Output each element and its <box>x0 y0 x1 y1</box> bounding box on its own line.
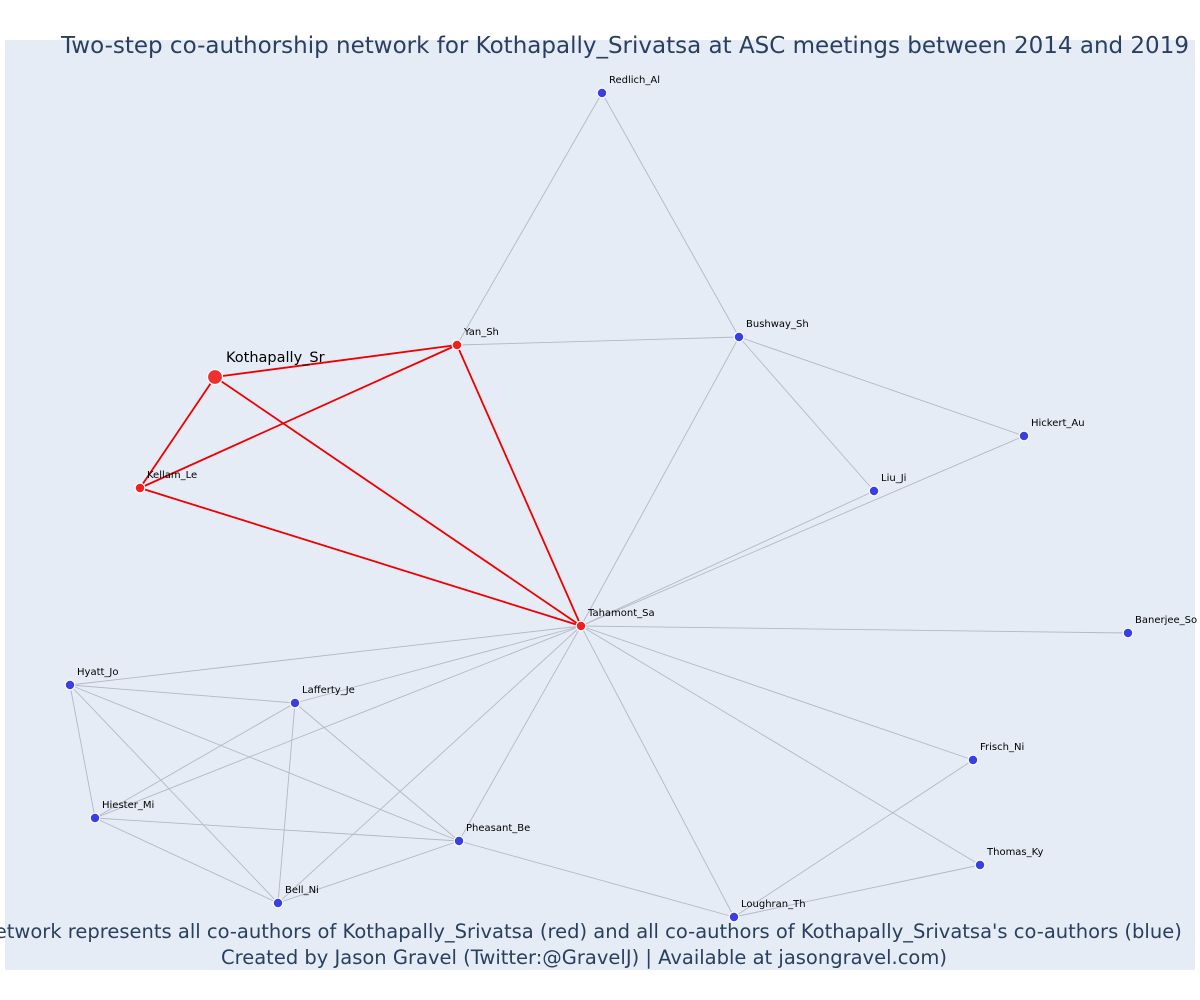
nodes-layer <box>64 87 1134 923</box>
node-Bushway_Sh[interactable] <box>733 331 745 343</box>
edge-Loughran_Th-Frisch_Ni <box>733 759 974 918</box>
node-label-Banerjee_So: Banerjee_So <box>1135 615 1197 626</box>
node-Bell_Ni[interactable] <box>272 897 284 909</box>
node-Kothapally_Sr[interactable] <box>206 368 224 386</box>
node-label-Thomas_Ky: Thomas_Ky <box>986 847 1043 858</box>
edge-Loughran_Th-Thomas_Ky <box>733 864 981 918</box>
plot-background <box>5 40 1195 970</box>
node-Yan_Sh[interactable] <box>451 339 463 351</box>
node-Lafferty_Je[interactable] <box>289 697 301 709</box>
node-label-Liu_Ji: Liu_Ji <box>881 473 906 484</box>
edge-Tahamont_Sa-Loughran_Th <box>580 625 735 918</box>
node-label-Frisch_Ni: Frisch_Ni <box>980 742 1024 753</box>
node-label-Tahamont_Sa: Tahamont_Sa <box>587 608 655 619</box>
edge-Hyatt_Jo-Pheasant_Be <box>69 684 460 842</box>
node-Kellam_Le[interactable] <box>134 482 146 494</box>
node-label-Kothapally_Sr: Kothapally_Sr <box>226 350 325 366</box>
edge-Tahamont_Sa-Hiester_Mi <box>94 625 582 819</box>
edge-Yan_Sh-Tahamont_Sa <box>456 344 582 627</box>
node-Hiester_Mi[interactable] <box>89 812 101 824</box>
labels-layer: Kothapally_Sr Yan_Sh Kellam_Le Tahamont_Sa R… <box>77 75 1197 910</box>
node-Thomas_Ky[interactable] <box>974 859 986 871</box>
node-Redlich_Al[interactable] <box>596 87 608 99</box>
edge-Kothapally_Sr-Yan_Sh <box>214 344 458 378</box>
edge-Redlich_Al-Bushway_Sh <box>601 92 740 338</box>
footer-line-1: Network represents all co-authors of Kot… <box>0 920 1182 943</box>
node-Liu_Ji[interactable] <box>868 485 880 497</box>
edge-Hyatt_Jo-Bell_Ni <box>69 684 279 904</box>
node-Hyatt_Jo[interactable] <box>64 679 76 691</box>
edge-Lafferty_Je-Hiester_Mi <box>94 702 296 819</box>
node-Frisch_Ni[interactable] <box>967 754 979 766</box>
edge-Kellam_Le-Tahamont_Sa <box>139 487 582 627</box>
edge-Hyatt_Jo-Hiester_Mi <box>69 684 96 819</box>
edge-Tahamont_Sa-Hyatt_Jo <box>69 625 582 686</box>
node-label-Hyatt_Jo: Hyatt_Jo <box>77 667 118 678</box>
chart-title: Two-step co-authorship network for Kotha… <box>60 33 1189 59</box>
node-label-Lafferty_Je: Lafferty_Je <box>302 685 355 696</box>
node-Hickert_Au[interactable] <box>1018 430 1030 442</box>
node-label-Yan_Sh: Yan_Sh <box>463 327 499 338</box>
edge-Hiester_Mi-Bell_Ni <box>94 817 279 904</box>
edge-Bushway_Sh-Hickert_Au <box>738 336 1025 437</box>
edge-Bell_Ni-Pheasant_Be <box>277 840 460 904</box>
footer-line-2: Created by Jason Gravel (Twitter:@Gravel… <box>221 946 947 969</box>
edges-layer <box>69 92 1129 918</box>
edge-Bushway_Sh-Tahamont_Sa <box>580 336 740 627</box>
node-Pheasant_Be[interactable] <box>453 835 465 847</box>
node-label-Kellam_Le: Kellam_Le <box>147 470 197 481</box>
edge-Kothapally_Sr-Tahamont_Sa <box>214 376 582 627</box>
edge-Lafferty_Je-Bell_Ni <box>277 702 296 904</box>
edge-Liu_Ji-Tahamont_Sa <box>580 490 875 627</box>
edge-Pheasant_Be-Loughran_Th <box>458 840 735 918</box>
edge-Tahamont_Sa-Bell_Ni <box>277 625 582 904</box>
edge-Kothapally_Sr-Kellam_Le <box>139 376 216 489</box>
edge-Tahamont_Sa-Pheasant_Be <box>458 625 582 842</box>
edge-Kellam_Le-Yan_Sh <box>139 344 458 489</box>
edge-Hiester_Mi-Pheasant_Be <box>94 817 460 842</box>
node-label-Hiester_Mi: Hiester_Mi <box>102 800 154 811</box>
node-label-Redlich_Al: Redlich_Al <box>609 75 660 86</box>
node-label-Loughran_Th: Loughran_Th <box>741 899 806 910</box>
edge-Yan_Sh-Bushway_Sh <box>456 336 740 346</box>
edge-Hyatt_Jo-Lafferty_Je <box>69 684 296 704</box>
edge-Bushway_Sh-Liu_Ji <box>738 336 875 492</box>
edge-Tahamont_Sa-Thomas_Ky <box>580 625 981 866</box>
edge-Yan_Sh-Redlich_Al <box>456 92 603 346</box>
node-label-Pheasant_Be: Pheasant_Be <box>466 823 530 834</box>
node-Loughran_Th[interactable] <box>728 911 740 923</box>
node-label-Bell_Ni: Bell_Ni <box>285 885 319 896</box>
edge-Tahamont_Sa-Lafferty_Je <box>294 625 582 704</box>
node-Banerjee_So[interactable] <box>1122 627 1134 639</box>
edge-Lafferty_Je-Pheasant_Be <box>294 702 460 842</box>
edge-Tahamont_Sa-Banerjee_So <box>580 625 1129 634</box>
edge-Hickert_Au-Tahamont_Sa <box>580 435 1025 627</box>
node-Tahamont_Sa[interactable] <box>575 620 587 632</box>
node-label-Bushway_Sh: Bushway_Sh <box>746 319 809 330</box>
edge-Tahamont_Sa-Frisch_Ni <box>580 625 974 761</box>
node-label-Hickert_Au: Hickert_Au <box>1031 418 1085 429</box>
